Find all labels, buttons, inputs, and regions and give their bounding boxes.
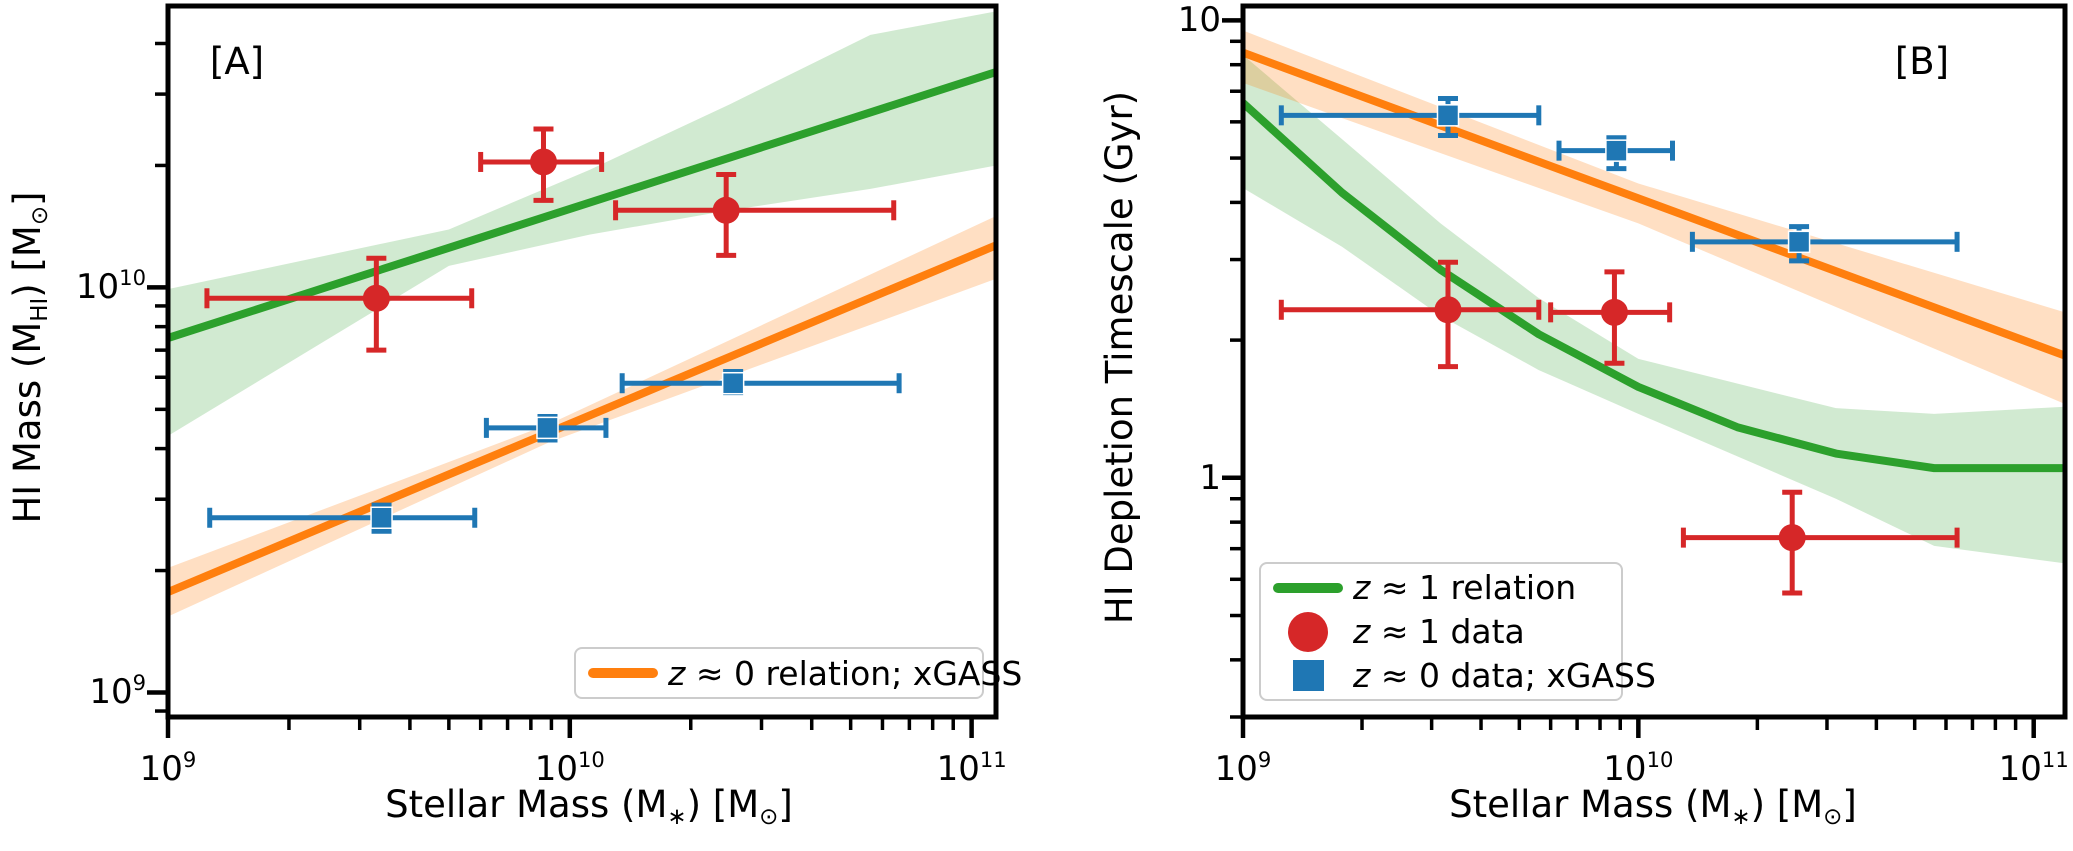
- circle-marker: [362, 284, 390, 312]
- square-marker: [1605, 139, 1628, 162]
- panel-B-plot-area: [1243, 30, 2065, 596]
- circle-marker: [1778, 524, 1806, 552]
- panel-A-green-band: [168, 11, 996, 436]
- square-marker: [1787, 230, 1811, 254]
- panel-B-blue-point: [1556, 135, 1675, 172]
- panel-A-spines: [165, 3, 999, 720]
- panel-A-red-point: [204, 255, 475, 353]
- panel-B-ticks: [1222, 18, 2036, 738]
- panel-B-spines: [1240, 3, 2068, 720]
- circle-marker: [1434, 296, 1462, 324]
- panel-B-green-line: [1243, 99, 2065, 473]
- square-marker: [1436, 104, 1460, 127]
- panel-B-red-point: [1278, 259, 1542, 370]
- panel-B-blue-point: [1278, 95, 1542, 139]
- panel-A-blue-point: [207, 502, 478, 534]
- panel-A-plot-area: [168, 11, 996, 617]
- square-marker: [721, 371, 745, 395]
- circle-marker: [712, 196, 740, 224]
- panel-B-red-point: [1548, 269, 1673, 366]
- square-marker: [536, 416, 559, 440]
- circle-marker: [1600, 298, 1628, 326]
- panel-A-orange-line: [168, 241, 996, 596]
- panel-A-blue-point: [483, 414, 609, 443]
- panel-B-blue-point: [1689, 224, 1960, 264]
- panel-A-ticks: [147, 41, 974, 738]
- panel-B-green-band: [1243, 55, 2065, 564]
- circle-marker: [529, 148, 557, 176]
- panel-A-green-line: [168, 68, 996, 342]
- panel-A-red-point: [478, 126, 605, 203]
- panel-A-blue-point: [619, 368, 902, 396]
- panel-A-red-point: [613, 171, 897, 258]
- panel-B-red-point: [1680, 489, 1960, 596]
- panel-B-orange-line: [1243, 48, 2065, 360]
- square-marker: [370, 506, 393, 529]
